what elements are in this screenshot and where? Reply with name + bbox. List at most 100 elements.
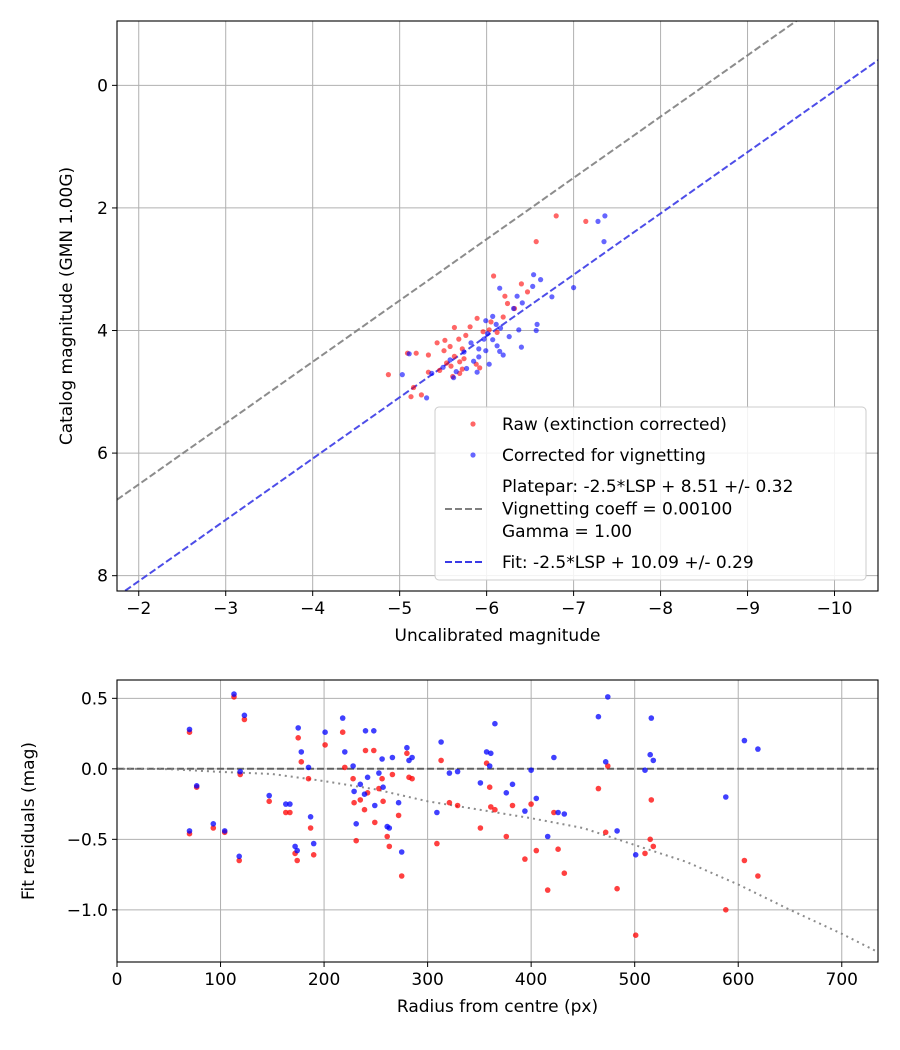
legend-label-raw: Raw (extinction corrected) — [502, 415, 727, 435]
data-point — [386, 843, 393, 850]
x-tick-label: 100 — [204, 970, 236, 990]
x-tick-label: −10 — [817, 599, 853, 619]
data-point — [210, 821, 217, 827]
data-point — [486, 763, 493, 769]
data-point — [287, 801, 293, 807]
data-point — [409, 775, 415, 782]
data-point — [474, 369, 480, 375]
data-point — [491, 273, 497, 279]
data-point — [476, 354, 482, 360]
data-point — [454, 802, 461, 809]
data-point — [451, 375, 457, 381]
x-tick-label: 500 — [618, 970, 650, 990]
data-point — [295, 725, 302, 731]
data-point — [510, 305, 517, 312]
data-point — [425, 352, 431, 358]
series-0-points — [186, 694, 761, 938]
data-point — [650, 757, 657, 764]
legend-marker-corrected — [470, 452, 476, 458]
data-point — [642, 850, 648, 857]
data-point — [459, 366, 465, 372]
data-point — [741, 737, 748, 744]
data-point — [481, 336, 487, 342]
legend-label-fit: Fit: -2.5*LSP + 10.09 +/- 0.29 — [502, 553, 754, 573]
x-tick-label: 200 — [308, 970, 340, 990]
data-point — [241, 712, 248, 719]
data-point — [372, 802, 378, 809]
data-point — [530, 283, 536, 289]
x-tick-label: −4 — [300, 599, 325, 619]
data-point — [468, 340, 474, 346]
data-point — [237, 768, 243, 775]
data-point — [231, 691, 237, 697]
x-tick-label: −5 — [387, 599, 412, 619]
data-point — [362, 728, 369, 734]
series-1-points — [399, 213, 608, 401]
data-point — [444, 360, 450, 366]
data-point — [555, 809, 561, 816]
data-point — [406, 351, 412, 357]
data-point — [502, 293, 508, 299]
data-point — [490, 337, 496, 343]
data-point — [310, 840, 317, 847]
data-point — [522, 856, 528, 862]
data-point — [307, 814, 314, 820]
x-axis-label: Radius from centre (px) — [397, 997, 598, 1017]
data-point — [404, 750, 410, 757]
data-point — [483, 318, 489, 324]
y-tick-label: 0.0 — [81, 760, 108, 780]
data-point — [305, 775, 312, 782]
data-point — [484, 331, 491, 337]
data-point — [404, 744, 410, 751]
x-tick-label: −9 — [735, 599, 760, 619]
data-point — [503, 833, 510, 840]
x-tick-label: −7 — [561, 599, 586, 619]
y-tick-label: 2 — [97, 199, 108, 219]
data-point — [488, 319, 494, 325]
data-point — [236, 857, 242, 864]
data-point — [379, 775, 385, 782]
data-point — [379, 756, 385, 762]
data-point — [411, 384, 417, 391]
data-point — [500, 314, 506, 320]
data-point — [595, 713, 602, 720]
data-point — [490, 313, 496, 319]
x-tick-label: −2 — [126, 599, 151, 619]
data-point — [488, 804, 494, 810]
data-point — [408, 394, 414, 400]
data-point — [454, 768, 461, 775]
data-point — [398, 849, 405, 855]
series-1-points — [186, 691, 761, 860]
data-point — [322, 729, 328, 735]
data-point — [413, 350, 419, 356]
data-point — [266, 798, 273, 805]
series-line-3 — [123, 59, 878, 591]
data-point — [464, 365, 470, 372]
legend-label-platepar-line: Vignetting coeff = 0.00100 — [502, 500, 732, 520]
data-point — [467, 324, 473, 330]
data-point — [647, 751, 653, 758]
data-point — [583, 218, 589, 224]
series-line-2 — [117, 21, 799, 501]
data-point — [544, 833, 551, 840]
data-point — [534, 321, 540, 327]
data-point — [632, 932, 639, 938]
legend: Raw (extinction corrected) Corrected for … — [434, 406, 867, 581]
data-point — [389, 754, 396, 761]
data-point — [353, 821, 360, 827]
y-axis-label: Catalog magnitude (GMN 1.00G) — [57, 167, 77, 445]
data-point — [519, 300, 525, 306]
data-point — [364, 774, 371, 781]
data-point — [384, 833, 391, 840]
data-point — [440, 364, 446, 370]
data-point — [409, 754, 415, 761]
data-point — [361, 791, 368, 797]
data-point — [648, 715, 655, 721]
data-point — [755, 746, 761, 752]
series-0-points — [385, 213, 589, 400]
data-point — [295, 735, 302, 741]
data-point — [362, 747, 369, 754]
data-point — [506, 334, 512, 340]
data-point — [528, 801, 534, 807]
data-point — [294, 857, 301, 864]
